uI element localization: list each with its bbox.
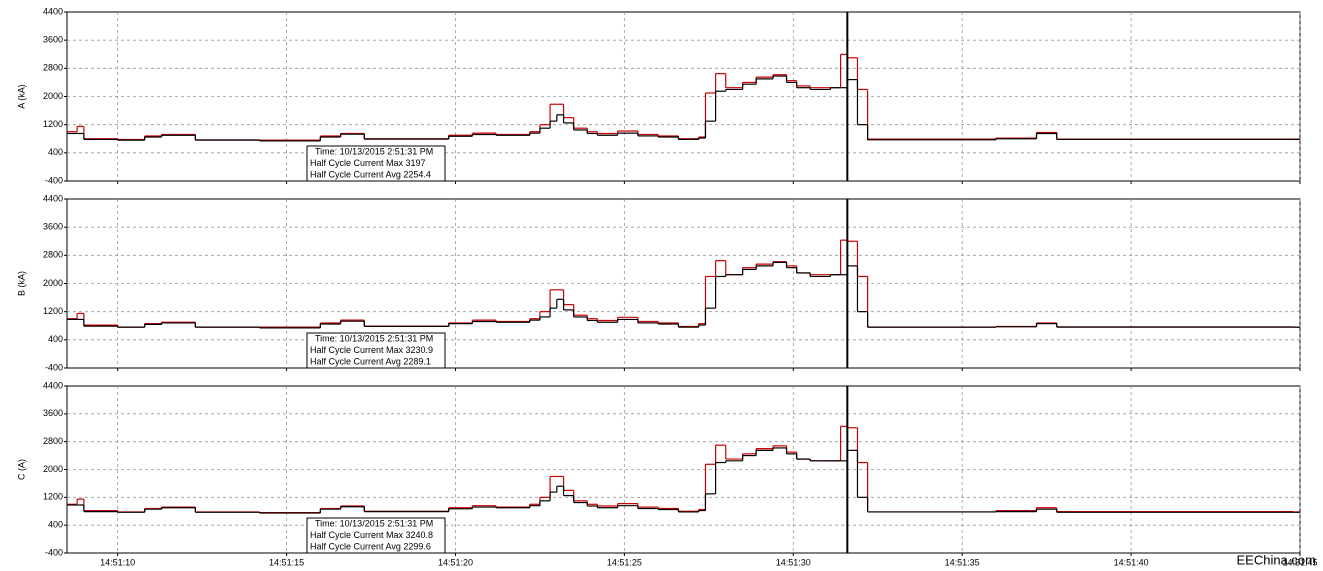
y-tick-label: 4400 [43,193,63,203]
y-tick-label: 2000 [43,278,63,288]
tooltip-text: Half Cycle Current Avg 2299.6 [310,541,431,551]
tooltip-text: Half Cycle Current Max 3240.8 [310,530,433,540]
tooltip-box [306,517,446,554]
y-tick-label: 400 [48,147,63,157]
y-tick-label: 1200 [43,492,63,502]
plot-area [66,198,1301,369]
tooltip-text: Time: 10/13/2015 2:51:31 PM [315,518,433,528]
y-tick-label: 4400 [43,380,63,390]
y-tick-label: 2000 [43,91,63,101]
step-line [67,75,1300,142]
tooltip-box [306,145,446,182]
y-tick-label: 1200 [43,119,63,129]
y-tick-label: 2800 [43,63,63,73]
y-tick-label: 2800 [43,250,63,260]
y-tick-label: 1200 [43,306,63,316]
tooltip-text: Half Cycle Current Max 3197 [310,158,426,168]
tooltip-text: Time: 10/13/2015 2:51:31 PM [315,333,433,343]
tooltip-text: Time: 10/13/2015 2:51:31 PM [315,146,433,156]
tooltip-box [306,332,446,369]
y-tick-label: 3600 [43,35,63,45]
y-tick-label: 3600 [43,408,63,418]
tooltip-text: Half Cycle Current Avg 2289.1 [310,356,431,366]
x-tick-label: 14:51:20 [438,557,473,567]
step-line [67,447,1300,514]
tooltip-text: Half Cycle Current Max 3230.9 [310,345,433,355]
plot-area [66,11,1301,182]
plot-area [66,385,1301,554]
x-tick-label: 14:51:10 [100,557,135,567]
y-tick-label: -400 [45,547,63,557]
x-tick-label: 14:51:25 [607,557,642,567]
x-tick-label: 14:51:35 [945,557,980,567]
x-tick-label: 14:51:45 [1282,557,1317,567]
watermark: EEChina.com [1237,552,1316,567]
y-tick-label: -400 [45,175,63,185]
y-tick-label: 4400 [43,6,63,16]
y-tick-label: 400 [48,334,63,344]
y-axis-label: A (kA) [16,84,26,109]
x-tick-label: 14:51:40 [1114,557,1149,567]
tooltip-text: Half Cycle Current Avg 2254.4 [310,169,431,179]
x-tick-label: 14:51:15 [269,557,304,567]
y-tick-label: 2000 [43,464,63,474]
y-tick-label: 3600 [43,222,63,232]
y-axis-label: C (A) [16,459,26,480]
x-tick-label: 14:51:30 [776,557,811,567]
y-tick-label: -400 [45,362,63,372]
y-tick-label: 400 [48,520,63,530]
y-axis-label: B (kA) [16,271,26,296]
y-tick-label: 2800 [43,436,63,446]
